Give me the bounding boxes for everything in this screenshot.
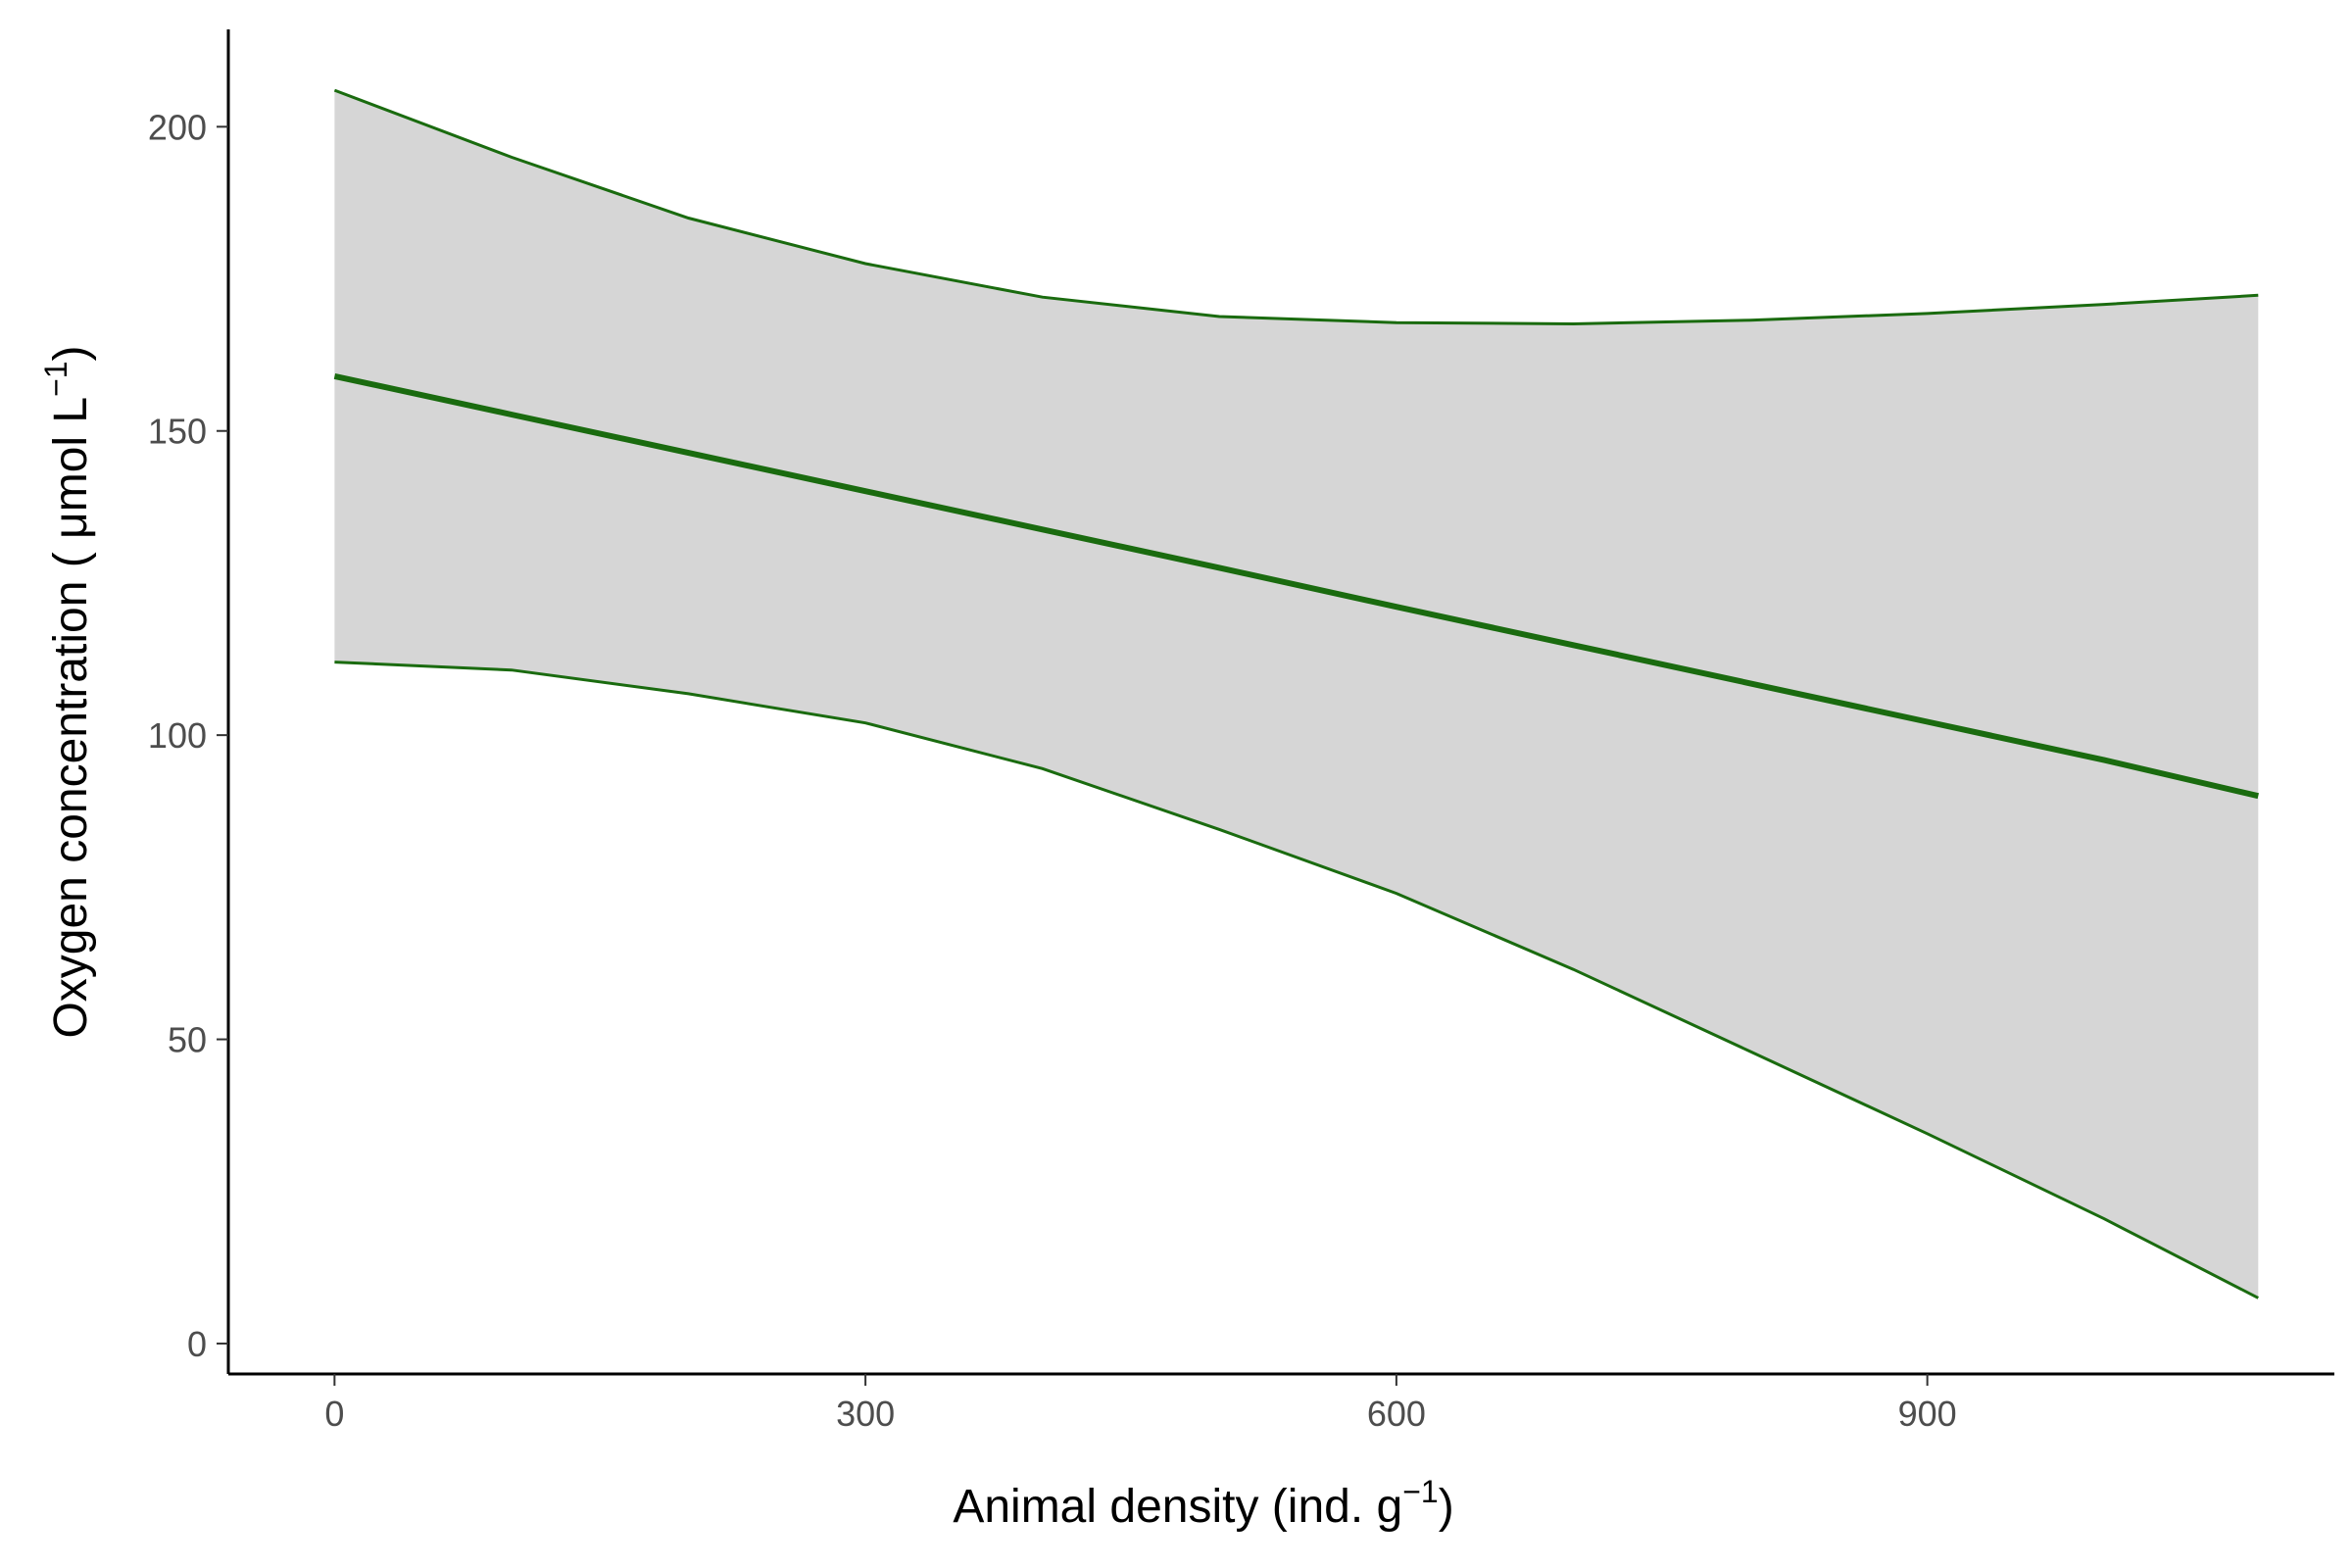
x-axis-title-main: Animal density (ind. g — [953, 1481, 1402, 1533]
y-axis-title-superscript: −1 — [38, 361, 74, 396]
x-axis-title-close: ) — [1439, 1481, 1454, 1533]
confidence-band — [334, 90, 2259, 1298]
y-tick-label: 150 — [148, 412, 207, 452]
y-axis-title: Oxygen concentration ( μmol L−1) — [38, 345, 97, 1038]
x-axis-title: Animal density (ind. g−1) — [953, 1474, 1453, 1533]
y-axis-title-main: Oxygen concentration ( μmol L — [45, 397, 97, 1039]
plot-area — [333, 88, 2259, 1299]
x-tick-label: 900 — [1898, 1394, 1957, 1434]
x-tick-label: 300 — [836, 1394, 895, 1434]
lower-bound-line — [334, 661, 2259, 1299]
upper-bound-line — [333, 88, 2259, 326]
y-axis-title-close: ) — [45, 345, 97, 361]
y-tick-label: 0 — [187, 1324, 207, 1364]
x-tick-label: 0 — [324, 1394, 344, 1434]
y-tick-label: 200 — [148, 107, 207, 147]
y-tick-label: 100 — [148, 715, 207, 756]
y-axis-ticks: 0 50 100 150 200 — [148, 107, 228, 1364]
x-axis-ticks: 0 300 600 900 — [324, 1374, 1957, 1434]
x-axis-title-superscript: −1 — [1402, 1474, 1438, 1509]
x-tick-label: 600 — [1367, 1394, 1426, 1434]
y-tick-label: 50 — [168, 1020, 207, 1060]
axes — [226, 29, 2334, 1376]
fitted-line — [333, 372, 2259, 800]
